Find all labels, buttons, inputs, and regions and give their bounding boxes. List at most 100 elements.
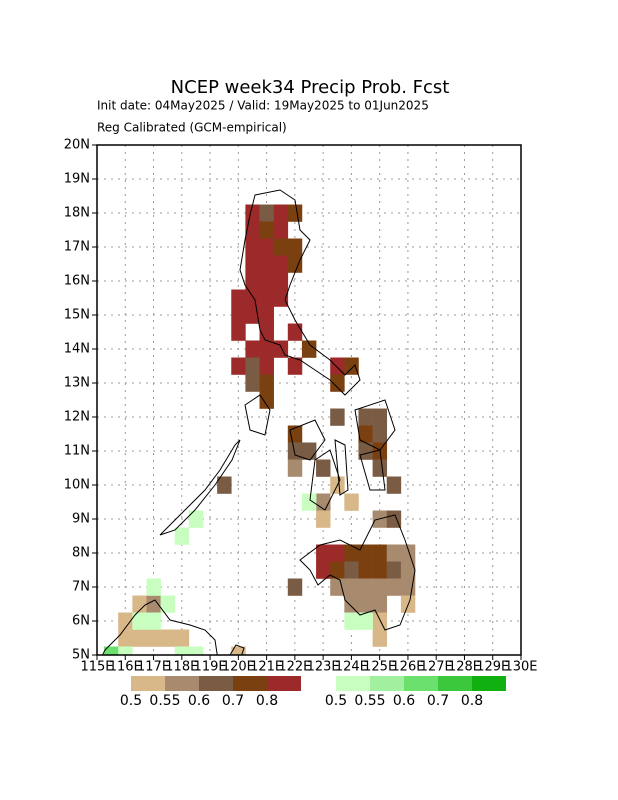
legend-swatch: [267, 676, 301, 691]
x-tick-label: 127E: [420, 660, 453, 675]
probability-cell: [174, 646, 190, 655]
probability-cell: [344, 595, 359, 613]
probability-cell: [259, 374, 274, 392]
probability-cell: [273, 221, 289, 239]
y-tick-label: 10N: [64, 478, 90, 493]
probability-cell: [259, 238, 274, 256]
probability-cell: [330, 544, 345, 562]
probability-cell: [372, 612, 388, 630]
legend-label: 0.5: [120, 693, 142, 709]
probability-cell: [146, 578, 161, 596]
legend-swatch: [438, 676, 472, 691]
probability-cell: [400, 561, 416, 579]
y-tick-label: 17N: [64, 240, 90, 255]
probability-cell: [344, 578, 359, 596]
probability-cell: [372, 544, 388, 562]
probability-cell: [245, 340, 260, 358]
x-tick-label: 118E: [165, 660, 198, 675]
probability-cell: [287, 323, 303, 341]
title: NCEP week34 Precip Prob. Fcst: [171, 77, 450, 98]
probability-cell: [259, 391, 274, 409]
probability-cell: [358, 442, 373, 460]
probability-cell: [231, 357, 246, 375]
probability-cell: [344, 612, 359, 630]
legend-label: 0.8: [256, 693, 278, 709]
probability-cell: [160, 595, 176, 613]
probability-cell: [301, 340, 317, 358]
probability-cell: [273, 272, 289, 290]
probability-cell: [188, 646, 204, 655]
probability-cell: [287, 357, 303, 375]
x-tick-label: 123E: [307, 660, 340, 675]
probability-cell: [330, 408, 345, 426]
y-tick-label: 9N: [72, 512, 90, 527]
probability-cell: [259, 323, 274, 341]
probability-cell: [372, 408, 388, 426]
probability-cell: [231, 306, 246, 324]
y-tick-label: 20N: [64, 138, 90, 153]
probability-cell: [245, 272, 260, 290]
probability-cell: [245, 221, 260, 239]
x-tick-label: 125E: [363, 660, 396, 675]
probability-cell: [316, 493, 331, 511]
probability-cell: [273, 289, 289, 307]
x-tick-label: 119E: [194, 660, 227, 675]
probability-cell: [104, 646, 119, 655]
probability-cell: [358, 408, 373, 426]
probability-cell: [174, 629, 190, 647]
x-tick-label: 128E: [448, 660, 481, 675]
probability-cell: [400, 544, 416, 562]
legend-label: 0.55: [354, 693, 385, 709]
probability-cell: [259, 306, 274, 324]
y-tick-label: 18N: [64, 206, 90, 221]
legend-swatch: [165, 676, 199, 691]
coastline: [101, 189, 416, 655]
y-tick-label: 14N: [64, 342, 90, 357]
probability-cell: [358, 544, 373, 562]
y-tick-label: 16N: [64, 274, 90, 289]
legend-swatch: [404, 676, 438, 691]
probability-cell: [358, 561, 373, 579]
probability-cell: [174, 527, 190, 545]
probability-cell: [344, 544, 359, 562]
x-tick-label: 115E: [80, 660, 113, 675]
probability-cell: [273, 238, 289, 256]
probability-cell: [259, 357, 274, 375]
probability-cell: [245, 374, 260, 392]
probability-cell: [386, 578, 402, 596]
y-tick-label: 19N: [64, 172, 90, 187]
legend-swatch: [336, 676, 370, 691]
y-tick-label: 15N: [64, 308, 90, 323]
probability-cell: [316, 510, 331, 528]
probability-cell: [146, 595, 161, 613]
probability-cell: [358, 612, 373, 630]
legend-label: 0.6: [188, 693, 210, 709]
x-tick-label: 130E: [504, 660, 537, 675]
probability-cell: [146, 612, 161, 630]
probability-cell: [316, 544, 331, 562]
probability-cell: [259, 221, 274, 239]
probability-cell: [132, 629, 147, 647]
probability-cell: [259, 204, 274, 222]
legend-swatch: [131, 676, 165, 691]
probability-cell: [273, 204, 289, 222]
probability-cell: [330, 561, 345, 579]
probability-cell: [372, 425, 388, 443]
probability-cell: [330, 578, 345, 596]
probability-cell: [372, 595, 388, 613]
probability-cell: [287, 578, 303, 596]
probability-cell: [301, 442, 317, 460]
probability-cell: [259, 289, 274, 307]
probability-cell: [316, 561, 331, 579]
legend-swatch: [472, 676, 506, 691]
probability-cell: [245, 357, 260, 375]
probability-cell: [358, 578, 373, 596]
probability-cell: [188, 510, 204, 528]
probability-cell: [217, 476, 232, 494]
probability-cell: [287, 238, 303, 256]
probability-cell: [358, 595, 373, 613]
probability-cell: [273, 255, 289, 273]
plot-frame: [96, 144, 522, 656]
probability-cell: [372, 629, 388, 647]
